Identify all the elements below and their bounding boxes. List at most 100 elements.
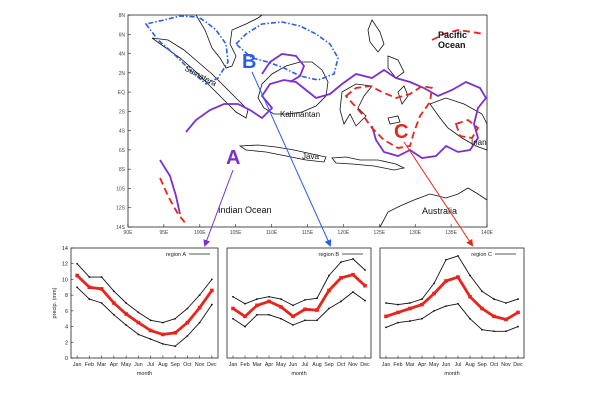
map-lat-tick-label: 12S: [116, 206, 126, 212]
y-tick-label: 10: [62, 277, 68, 283]
data-point-lower: [292, 324, 294, 326]
region-c-contour: [159, 29, 485, 225]
data-point-upper: [421, 298, 423, 300]
map-lat-tick-label: 14S: [116, 225, 126, 231]
map-lat-tick-label: 6N: [119, 32, 126, 38]
data-point-mean: [136, 320, 141, 325]
map-lat-tick-label: 4N: [119, 52, 126, 58]
data-point-mean: [351, 272, 355, 277]
coast-sumatera: [151, 37, 249, 119]
data-point-upper: [161, 321, 164, 324]
x-tick-label: Jun: [442, 362, 451, 368]
y-tick-label: 4: [65, 325, 68, 331]
data-point-mean: [420, 302, 424, 307]
x-tick-label: Jun: [289, 362, 298, 368]
data-point-mean: [408, 306, 412, 311]
data-point-mean: [124, 312, 128, 316]
region-a-contour-west: [159, 159, 181, 215]
x-axis-label: month: [137, 371, 152, 377]
region-b-contour-2: [234, 21, 339, 81]
coast-irian: [429, 97, 488, 151]
map-lat-tick-label: 10S: [116, 186, 126, 192]
region-b-contour-1: [144, 15, 229, 85]
x-tick-label: Jan: [382, 362, 391, 368]
data-point-lower: [505, 330, 507, 333]
x-tick-label: Feb: [393, 362, 402, 368]
data-point-lower: [352, 291, 354, 293]
data-point-mean: [197, 305, 202, 310]
data-point-mean: [243, 314, 247, 319]
region-c-letter: C: [394, 121, 408, 143]
map-lon-tick-label: 135E: [445, 230, 457, 236]
data-point-upper: [210, 278, 213, 281]
data-point-upper: [493, 298, 495, 300]
data-point-upper: [505, 302, 507, 304]
data-point-mean: [112, 301, 116, 305]
coast-nusa: [331, 156, 406, 171]
data-point-lower: [445, 305, 447, 308]
data-point-lower: [112, 313, 115, 316]
data-point-lower: [364, 299, 366, 302]
coast-peninsula: [195, 14, 263, 69]
data-point-lower: [210, 303, 213, 306]
data-point-upper: [433, 282, 435, 285]
series-line-lower: [232, 291, 366, 328]
data-point-mean: [456, 275, 460, 279]
data-point-upper: [100, 276, 103, 278]
x-tick-label: Feb: [240, 362, 249, 368]
region-a-contour-main: [185, 68, 488, 159]
arrow-region-b: [251, 71, 332, 247]
data-point-mean: [480, 306, 484, 311]
data-point-lower: [493, 330, 495, 333]
data-point-upper: [198, 294, 201, 297]
data-point-upper: [149, 319, 152, 322]
data-point-mean: [504, 317, 508, 322]
series-line-mean: [232, 273, 366, 318]
data-point-lower: [481, 328, 483, 331]
region-c-contour-pacific: [431, 29, 485, 41]
data-point-mean: [255, 303, 259, 308]
region-c-contour-main: [344, 85, 434, 149]
data-point-lower: [409, 320, 411, 322]
y-tick-label: 2: [65, 340, 68, 346]
data-point-mean: [148, 328, 153, 333]
label-pacific-2: Ocean: [438, 40, 466, 50]
data-point-mean: [327, 288, 331, 293]
data-point-mean: [210, 288, 214, 293]
data-point-lower: [174, 345, 177, 348]
data-point-lower: [186, 335, 189, 337]
data-point-upper: [397, 303, 399, 306]
legend-label: region C: [471, 252, 492, 258]
data-point-lower: [304, 319, 306, 322]
x-axis-label: month: [291, 371, 306, 377]
data-point-mean: [291, 314, 295, 319]
label-irian: Irian: [471, 138, 487, 147]
series-line-lower: [385, 303, 519, 332]
map-lon-tick-label: 105E: [230, 230, 242, 236]
label-indian-ocean: Indian Ocean: [218, 205, 272, 215]
map-lon-tick-label: 125E: [373, 230, 385, 236]
series-line-lower: [76, 286, 213, 347]
data-point-upper: [352, 258, 354, 260]
x-tick-label: May: [121, 362, 131, 368]
map-lon-tick-label: 90E: [124, 230, 134, 236]
y-axis-label: precip. (mm): [52, 287, 58, 318]
data-point-lower: [125, 324, 128, 326]
x-tick-label: Sep: [324, 362, 333, 368]
data-point-mean: [516, 310, 520, 315]
map-lon-tick-label: 130E: [409, 230, 421, 236]
data-point-mean: [99, 287, 104, 291]
data-point-upper: [316, 297, 318, 300]
data-point-upper: [280, 298, 282, 300]
data-point-mean: [396, 310, 400, 315]
data-point-upper: [385, 302, 387, 304]
data-point-lower: [340, 300, 342, 303]
map-lon-tick-label: 120E: [338, 230, 350, 236]
y-tick-label: 6: [65, 309, 68, 315]
x-tick-label: Oct: [490, 362, 499, 368]
data-point-lower: [100, 302, 103, 304]
chart-frame: [70, 247, 219, 359]
data-point-mean: [267, 299, 271, 304]
x-tick-label: Jan: [73, 362, 82, 368]
x-tick-label: Mar: [252, 362, 261, 368]
